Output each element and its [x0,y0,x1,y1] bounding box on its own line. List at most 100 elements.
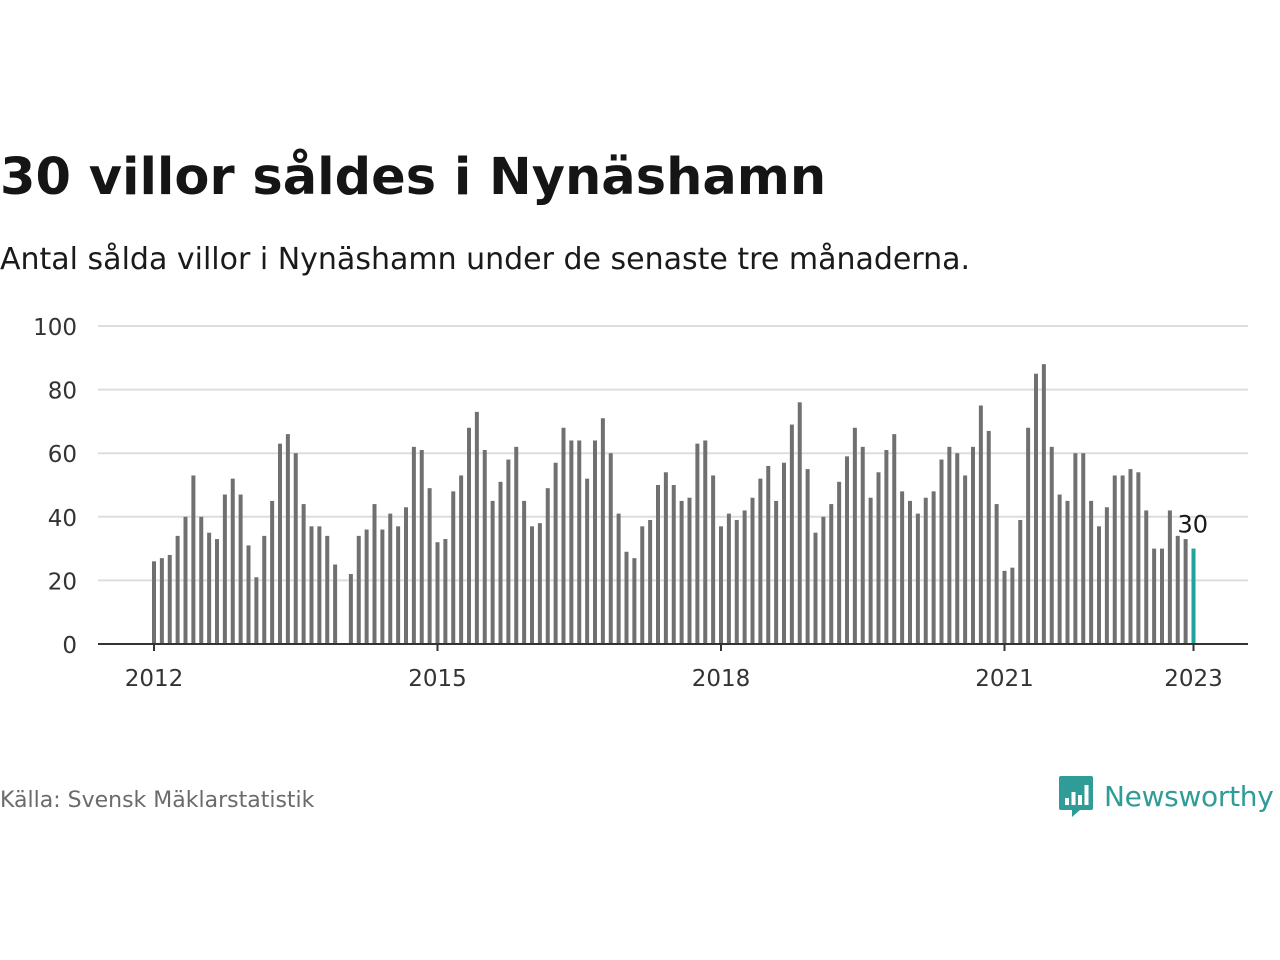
bar [600,418,605,644]
bar [821,516,826,644]
bar [325,535,330,644]
y-tick-label-20: 20 [48,569,77,595]
y-tick-label-100: 100 [33,315,77,341]
bar [537,523,542,644]
bar [978,405,983,644]
bar [506,459,511,644]
bar [159,558,164,644]
bar [679,500,684,644]
bar [1018,519,1023,644]
y-tick-label-40: 40 [48,506,77,532]
bar [498,481,503,644]
highlight-annotation: 30 [1178,511,1209,539]
bar [1057,494,1062,644]
x-tick-label-2018: 2018 [692,666,751,692]
x-tick-label-2012: 2012 [125,666,184,692]
bar-chart: 0 20 40 60 80 100 2012 2015 2018 2021 2023 30 [33,315,1248,692]
bar [719,526,723,644]
bar [931,491,936,644]
bar [577,440,582,644]
bar [711,475,716,644]
bar [1081,453,1086,644]
bar [530,526,534,644]
bar [191,475,196,644]
bar [947,446,952,644]
bar [1041,364,1046,644]
bar [640,526,645,644]
bar [396,526,401,644]
bar [1152,548,1157,644]
bar [955,453,960,644]
bar [971,446,975,644]
bar [230,478,235,644]
bar [285,434,290,644]
bar [734,519,739,644]
source-note: Källa: Svensk Mäklarstatistik [0,788,315,813]
bar [726,513,731,644]
brand-name: Newsworthy [1104,779,1274,813]
bar [663,472,668,644]
bar [1160,548,1164,644]
bar [152,561,156,644]
bar [427,488,432,644]
bar [270,500,275,644]
bar [222,494,227,644]
bar [616,513,621,644]
bar [309,526,314,644]
bar [293,453,298,644]
bar [1167,510,1172,644]
bar [632,558,637,644]
bar [372,504,377,644]
newsworthy-logo-icon [1059,776,1093,817]
bar [1049,446,1054,644]
bar [585,478,590,644]
bar [852,427,857,644]
bar [687,497,692,644]
y-tick-label-80: 80 [48,379,77,405]
bar [207,532,212,644]
bar [482,450,487,644]
bars [152,364,1196,644]
bar [1026,427,1031,644]
bar [860,446,865,644]
bar [797,402,802,644]
bar-highlight [1191,548,1196,644]
y-tick-labels: 0 20 40 60 80 100 [33,315,77,659]
bar [333,564,338,644]
bar [1112,475,1117,644]
bar [986,430,991,644]
bar [545,488,550,644]
bar [939,459,944,644]
bar [254,577,259,644]
x-tick-label-2015: 2015 [408,666,467,692]
bar [443,539,448,644]
bar [1136,472,1141,644]
bar [695,443,700,644]
bar [923,497,928,644]
bar [805,469,810,644]
bar [404,507,408,644]
bar [1097,526,1101,644]
bar [884,450,889,644]
bar [348,574,353,644]
bar [522,500,527,644]
bar [411,446,416,644]
bar [671,485,676,644]
bar [317,526,322,644]
bar [656,485,660,644]
bar [908,500,912,644]
bar [963,475,968,644]
bar [1128,469,1133,644]
bar [175,535,180,644]
bar [1002,570,1007,644]
bar [703,440,708,644]
bar [758,478,763,644]
y-tick-label-60: 60 [48,442,77,468]
bar [837,481,842,644]
bar [1144,510,1149,644]
bar [238,494,243,644]
highlight-label: 30 [1178,511,1209,539]
x-tick-label-2021: 2021 [975,666,1034,692]
bar [994,504,999,644]
bar [561,427,566,644]
